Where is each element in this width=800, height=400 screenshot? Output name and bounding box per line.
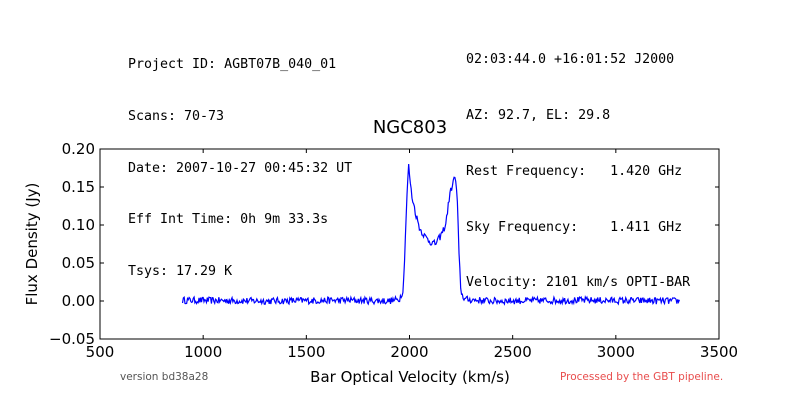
header-right-line: 02:03:44.0 +16:01:52 J2000 — [466, 52, 675, 68]
x-tick-label: 1000 — [184, 343, 222, 361]
spectrum-series-line — [181, 163, 680, 306]
header-right-line: Velocity: 2101 km/s OPTI-BAR — [466, 275, 691, 291]
pipeline-label: Processed by the GBT pipeline. — [560, 371, 723, 383]
chart-title: NGC803 — [373, 117, 447, 138]
header-left-line: Project ID: AGBT07B_040_01 — [128, 57, 337, 73]
y-tick-label: −0.05 — [49, 330, 95, 348]
header-left-line: Eff Int Time: 0h 9m 33.3s — [128, 212, 329, 228]
x-tick-label: 2000 — [390, 343, 428, 361]
y-axis-label: Flux Density (Jy) — [23, 183, 41, 306]
y-tick-label: 0.15 — [62, 178, 95, 196]
y-tick-label: 0.05 — [62, 254, 95, 272]
axis-ticks: 500 1000 1500 2000 2500 3000 3500 −0.05 0.00 0.05… — [49, 140, 738, 361]
x-tick-label: 2500 — [494, 343, 532, 361]
header-left: Project ID: AGBT07B_040_01 Scans: 70-73 … — [128, 22, 352, 297]
plot-area — [181, 163, 680, 306]
header-left-line: Date: 2007-10-27 00:45:32 UT — [128, 160, 353, 176]
y-tick-label: 0.00 — [62, 292, 95, 310]
header-right-line: Sky Frequency: 1.411 GHz — [466, 219, 683, 235]
header-right-line: Rest Frequency: 1.420 GHz — [466, 163, 683, 179]
x-tick-label: 500 — [86, 343, 115, 361]
header-left-line: Tsys: 17.29 K — [128, 263, 233, 279]
version-label: version bd38a28 — [120, 371, 208, 383]
x-tick-label: 3000 — [597, 343, 635, 361]
x-tick-label: 3500 — [700, 343, 738, 361]
y-tick-label: 0.10 — [62, 216, 95, 234]
y-tick-label: 0.20 — [62, 140, 95, 158]
x-axis-label: Bar Optical Velocity (km/s) — [310, 368, 510, 386]
header-right-line: AZ: 92.7, EL: 29.8 — [466, 107, 611, 123]
x-tick-label: 1500 — [287, 343, 325, 361]
header-right: 02:03:44.0 +16:01:52 J2000 AZ: 92.7, EL:… — [466, 14, 690, 312]
header-left-line: Scans: 70-73 — [128, 109, 225, 125]
